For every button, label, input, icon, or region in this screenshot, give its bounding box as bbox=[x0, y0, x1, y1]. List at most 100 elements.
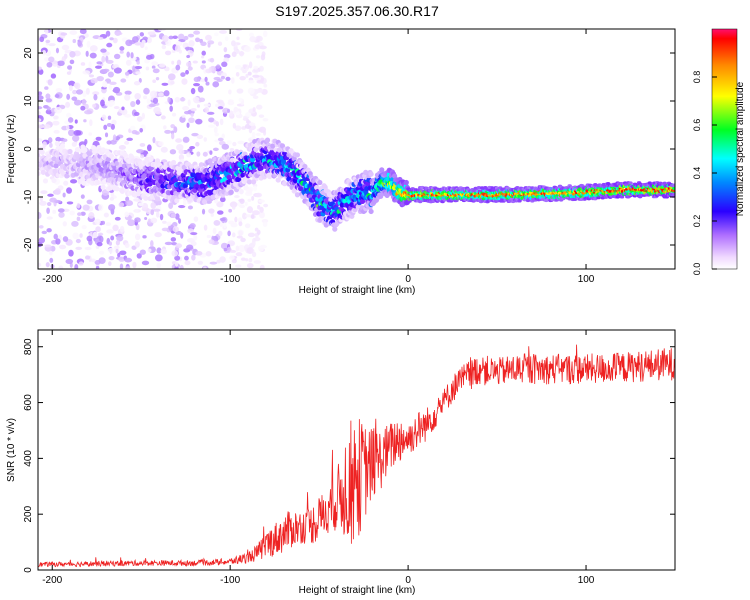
noise-cell bbox=[134, 42, 142, 46]
noise-cell bbox=[146, 98, 151, 104]
noise-cell bbox=[96, 76, 104, 82]
noise-cell bbox=[103, 212, 109, 218]
noise-cell bbox=[160, 248, 167, 255]
noise-cell bbox=[115, 248, 119, 254]
noise-cell bbox=[104, 132, 109, 138]
noise-cell bbox=[53, 129, 60, 134]
noise-cell bbox=[191, 132, 199, 137]
noise-cell bbox=[69, 59, 75, 65]
noise-cell bbox=[223, 222, 227, 229]
noise-cell bbox=[130, 100, 136, 108]
ridge-cell bbox=[280, 158, 287, 164]
noise-cell bbox=[95, 65, 102, 69]
noise-cell bbox=[193, 234, 198, 241]
noise-cell bbox=[229, 255, 235, 260]
noise-cell bbox=[250, 213, 255, 220]
noise-cell bbox=[109, 196, 114, 201]
noise-cell bbox=[170, 81, 175, 85]
noise-cell bbox=[44, 244, 52, 248]
noise-cell bbox=[207, 124, 216, 128]
noise-cell bbox=[208, 239, 215, 245]
noise-cell bbox=[113, 245, 120, 250]
noise-cell bbox=[55, 47, 60, 54]
noise-cell bbox=[103, 124, 108, 130]
noise-cell bbox=[259, 206, 264, 213]
noise-cell bbox=[249, 36, 257, 43]
noise-cell bbox=[220, 242, 228, 250]
noise-cell bbox=[146, 144, 152, 152]
ridge-cell bbox=[282, 181, 288, 187]
noise-cell bbox=[258, 126, 267, 133]
noise-cell bbox=[164, 50, 172, 56]
noise-cell bbox=[69, 30, 78, 35]
noise-cell bbox=[150, 202, 157, 210]
noise-cell bbox=[139, 128, 144, 133]
noise-cell bbox=[195, 141, 200, 147]
noise-cell bbox=[227, 100, 235, 106]
noise-cell bbox=[120, 78, 127, 83]
ridge-cell bbox=[59, 143, 66, 149]
noise-cell bbox=[100, 48, 107, 53]
noise-cell bbox=[118, 256, 125, 262]
noise-cell bbox=[111, 119, 117, 126]
ridge-cell bbox=[154, 195, 161, 202]
noise-cell bbox=[106, 123, 112, 127]
ridge-cell bbox=[142, 173, 148, 179]
figure-title: S197.2025.357.06.30.R17 bbox=[275, 3, 439, 19]
noise-cell bbox=[77, 212, 82, 217]
noise-cell bbox=[112, 64, 118, 69]
noise-cell bbox=[102, 80, 108, 88]
noise-cell bbox=[141, 112, 145, 120]
noise-cell bbox=[49, 257, 54, 263]
ridge-cell bbox=[119, 188, 125, 194]
noise-cell bbox=[174, 96, 180, 103]
noise-cell bbox=[92, 103, 97, 108]
noise-cell bbox=[235, 71, 240, 77]
noise-cell bbox=[139, 32, 145, 37]
noise-cell bbox=[119, 225, 125, 233]
noise-cell bbox=[219, 256, 226, 263]
noise-cell bbox=[248, 61, 253, 69]
noise-cell bbox=[223, 53, 231, 59]
noise-cell bbox=[89, 119, 93, 127]
ridge-cell bbox=[476, 185, 482, 190]
ridge-cell bbox=[64, 173, 70, 179]
noise-cell bbox=[108, 85, 112, 90]
noise-cell bbox=[252, 107, 256, 112]
noise-cell bbox=[247, 79, 255, 84]
ridge-cell bbox=[672, 192, 675, 196]
noise-cell bbox=[67, 65, 73, 70]
noise-cell bbox=[46, 207, 50, 214]
ridge-cell bbox=[40, 169, 46, 175]
noise-cell bbox=[187, 66, 193, 71]
noise-cell bbox=[117, 252, 121, 258]
noise-cell bbox=[191, 254, 196, 261]
noise-cell bbox=[252, 95, 259, 100]
noise-cell bbox=[239, 204, 245, 209]
noise-cell bbox=[259, 264, 265, 269]
ridge-cell bbox=[246, 179, 252, 185]
noise-cell bbox=[187, 99, 191, 107]
noise-cell bbox=[259, 65, 264, 72]
snr-ytick-label: 200 bbox=[23, 505, 34, 522]
noise-cell bbox=[68, 80, 76, 87]
noise-cell bbox=[192, 60, 198, 64]
noise-cell bbox=[132, 36, 139, 43]
ridge-cell bbox=[42, 178, 49, 184]
noise-cell bbox=[182, 106, 190, 111]
noise-cell bbox=[176, 59, 182, 66]
snr-ytick-label: 600 bbox=[23, 394, 34, 411]
snr-frame bbox=[37, 329, 676, 571]
noise-cell bbox=[178, 205, 186, 209]
noise-cell bbox=[162, 35, 169, 43]
noise-cell bbox=[216, 99, 224, 104]
noise-cell bbox=[131, 245, 137, 250]
noise-cell bbox=[42, 124, 51, 129]
ridge-cell bbox=[403, 179, 409, 186]
noise-cell bbox=[124, 257, 133, 263]
noise-cell bbox=[201, 208, 206, 215]
ridge-cell bbox=[201, 199, 208, 205]
noise-cell bbox=[174, 44, 181, 52]
noise-cell bbox=[80, 62, 86, 66]
noise-cell bbox=[221, 133, 225, 139]
